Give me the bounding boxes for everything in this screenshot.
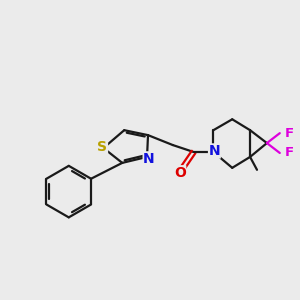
Text: F: F [285,127,294,140]
Text: F: F [285,146,294,160]
Text: N: N [143,152,155,166]
Text: O: O [174,166,186,180]
Text: N: N [208,144,220,158]
Text: S: S [98,140,107,154]
